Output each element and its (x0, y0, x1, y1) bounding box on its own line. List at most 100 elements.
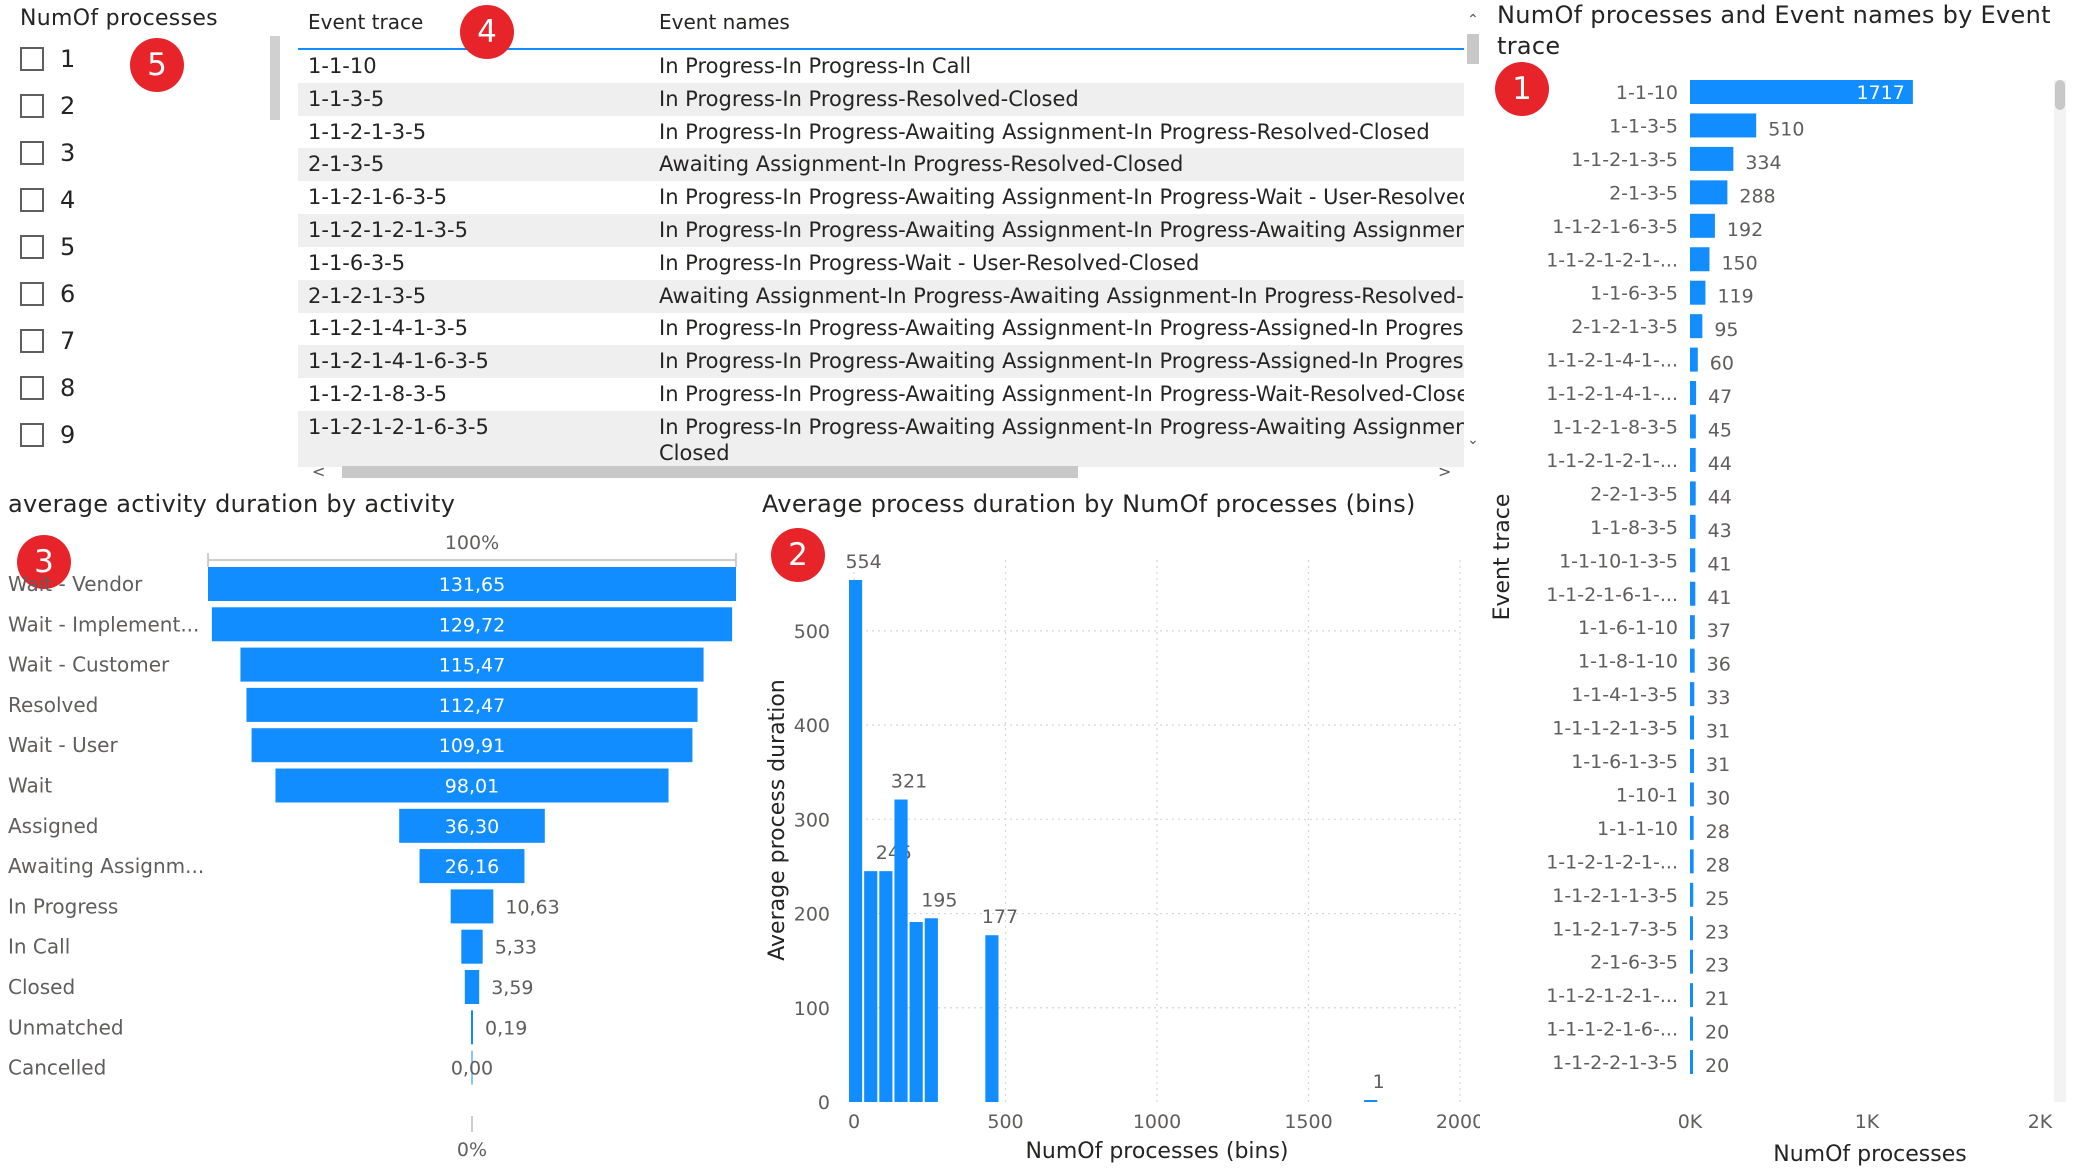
trace-bar[interactable] (1690, 815, 1694, 840)
funnel-category-label: Closed (8, 975, 75, 999)
trace-bar[interactable] (1690, 882, 1694, 907)
trace-bar[interactable] (1690, 280, 1706, 305)
histogram-bar[interactable] (924, 918, 938, 1102)
slicer-option-label: 7 (60, 327, 76, 355)
badge-4: 4 (460, 5, 514, 59)
funnel-title: average activity duration by activity (8, 490, 456, 518)
data-label: 25 (1705, 888, 1729, 910)
histogram-bar[interactable] (1364, 1100, 1378, 1102)
table-row[interactable]: 1-1-6-3-5 In Progress-In Progress-Wait - … (298, 247, 1464, 280)
funnel-bar[interactable] (419, 849, 525, 884)
trace-bar[interactable] (1690, 715, 1695, 740)
table-row[interactable]: 1-1-2-1-6-3-5 In Progress-In Progress-Awa… (298, 181, 1464, 214)
trace-bar[interactable] (1690, 648, 1695, 673)
checkbox-icon[interactable] (20, 423, 44, 447)
slicer-scrollbar[interactable] (270, 36, 280, 120)
slicer-option-6[interactable]: 6 (20, 276, 75, 312)
category-label: 1-1-2-1-1-3-5 (1552, 885, 1678, 907)
trace-bar[interactable] (1690, 949, 1693, 974)
slicer-option-9[interactable]: 9 (20, 417, 75, 453)
checkbox-icon[interactable] (20, 47, 44, 71)
table-scroll-down-icon[interactable]: ⌄ (1467, 432, 1479, 448)
table-row[interactable]: 1-1-10 In Progress-In Progress-In Call (298, 50, 1464, 83)
funnel-bar[interactable] (471, 1010, 473, 1045)
checkbox-icon[interactable] (20, 188, 44, 212)
funnel-bar[interactable] (399, 808, 545, 843)
histogram-bar[interactable] (864, 871, 878, 1102)
trace-bar[interactable] (1690, 916, 1693, 941)
slicer-option-7[interactable]: 7 (20, 323, 75, 359)
checkbox-icon[interactable] (20, 329, 44, 353)
trace-bar[interactable] (1690, 514, 1696, 539)
column-header-event-trace[interactable]: Event trace (308, 10, 424, 34)
funnel-bar[interactable] (471, 1050, 473, 1085)
slicer-option-3[interactable]: 3 (20, 135, 75, 171)
histogram-bar[interactable] (985, 935, 999, 1102)
trace-bar[interactable] (1690, 615, 1695, 640)
table-scroll-left-icon[interactable]: < (312, 462, 326, 481)
funnel-bar[interactable] (461, 929, 483, 964)
table-scroll-up-icon[interactable]: ⌃ (1467, 12, 1479, 28)
histogram-bar[interactable] (849, 580, 863, 1102)
histogram-bar[interactable] (879, 871, 893, 1102)
checkbox-icon[interactable] (20, 94, 44, 118)
table-row[interactable]: 2-1-3-5 Awaiting Assignment-In Progress-R… (298, 148, 1464, 182)
table-scroll-right-icon[interactable]: > (1438, 462, 1452, 481)
trace-bar[interactable] (1690, 1016, 1693, 1041)
table-row[interactable]: 1-1-2-1-8-3-5 In Progress-In Progress-Awa… (298, 378, 1464, 411)
trace-chart-scrollbar[interactable] (2054, 80, 2066, 1102)
table-row[interactable]: 1-1-2-1-4-1-3-5 In Progress-In Progress-A… (298, 312, 1464, 345)
column-header-event-names[interactable]: Event names (659, 10, 790, 34)
slicer-option-4[interactable]: 4 (20, 182, 75, 218)
funnel-bar[interactable] (251, 728, 693, 763)
trace-bar[interactable] (1690, 146, 1734, 171)
slicer-option-1[interactable]: 1 (20, 41, 75, 77)
y-axis-title: Average process duration (765, 679, 790, 960)
trace-bar[interactable] (1690, 782, 1694, 807)
checkbox-icon[interactable] (20, 141, 44, 165)
trace-bar[interactable] (1690, 314, 1703, 339)
trace-bar[interactable] (1690, 414, 1696, 439)
trace-bar[interactable] (1690, 749, 1695, 773)
trace-bar[interactable] (1690, 1050, 1693, 1075)
funnel-bar[interactable] (240, 647, 704, 682)
trace-bar[interactable] (1690, 682, 1695, 707)
trace-bar[interactable] (1690, 983, 1693, 1008)
funnel-bar[interactable] (211, 607, 733, 642)
trace-bar[interactable] (1690, 581, 1696, 606)
table-horizontal-scrollbar[interactable] (342, 466, 1078, 478)
checkbox-icon[interactable] (20, 282, 44, 306)
table-row[interactable]: 1-1-3-5 In Progress-In Progress-Resolved-… (298, 82, 1464, 116)
trace-bar[interactable] (1690, 113, 1757, 138)
slicer-option-2[interactable]: 2 (20, 88, 75, 124)
x-tick-label: 0K (1678, 1111, 1703, 1133)
slicer-option-8[interactable]: 8 (20, 370, 75, 406)
trace-bar[interactable] (1690, 247, 1710, 272)
trace-bar[interactable] (1690, 548, 1696, 573)
histogram-bar[interactable] (894, 799, 908, 1102)
trace-bar[interactable] (1690, 347, 1698, 372)
trace-bar[interactable] (1690, 180, 1728, 205)
table-row[interactable]: 2-1-2-1-3-5 Awaiting Assignment-In Progre… (298, 279, 1464, 313)
funnel-bar[interactable] (275, 768, 669, 803)
trace-bar[interactable] (1690, 381, 1697, 406)
funnel-bar[interactable] (450, 889, 494, 924)
funnel-data-label: 112,47 (439, 695, 505, 717)
trace-bar[interactable] (1690, 447, 1696, 472)
funnel-bar[interactable] (246, 687, 698, 722)
trace-bar[interactable] (1690, 481, 1696, 506)
histogram-bar[interactable] (909, 922, 923, 1102)
table-vertical-scrollbar[interactable] (1467, 34, 1479, 64)
table-row[interactable]: 1-1-2-1-2-1-3-5 In Progress-In Progress-A… (298, 214, 1464, 247)
funnel-bar[interactable] (208, 567, 736, 601)
checkbox-icon[interactable] (20, 235, 44, 259)
trace-bar[interactable] (1690, 213, 1715, 238)
trace-bar[interactable] (1690, 80, 1913, 104)
slicer-option-5[interactable]: 5 (20, 229, 75, 265)
table-row[interactable]: 1-1-2-1-2-1-6-3-5 In Progress-In Progress… (298, 410, 1464, 467)
table-row[interactable]: 1-1-2-1-4-1-6-3-5 In Progress-In Progress… (298, 345, 1464, 379)
funnel-bar[interactable] (464, 970, 480, 1004)
checkbox-icon[interactable] (20, 376, 44, 400)
table-row[interactable]: 1-1-2-1-3-5 In Progress-In Progress-Await… (298, 116, 1464, 149)
trace-bar[interactable] (1690, 849, 1694, 874)
